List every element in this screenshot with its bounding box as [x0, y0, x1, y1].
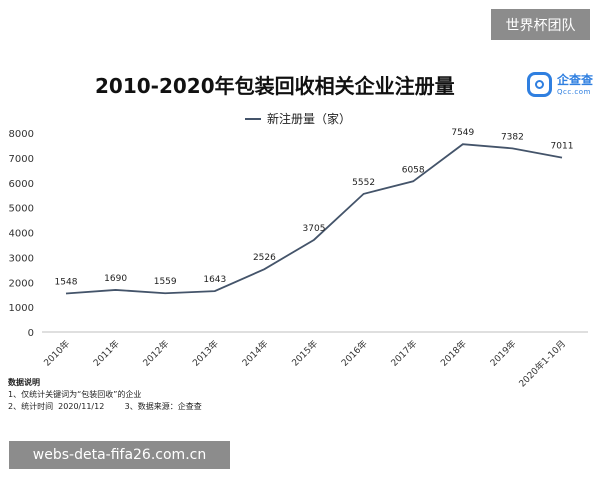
data-label: 3705 [303, 224, 326, 234]
y-axis-labels: 0 1000 2000 3000 4000 5000 6000 7000 8000 [9, 129, 34, 339]
x-tick-label: 2018年 [438, 338, 469, 369]
y-tick-label: 2000 [9, 278, 34, 289]
x-tick-label: 2010年 [41, 338, 72, 369]
notes-heading: 数据说明 [8, 377, 202, 389]
data-label: 7011 [551, 142, 574, 152]
data-label: 6058 [402, 165, 425, 175]
x-tick-label: 2017年 [388, 338, 419, 369]
data-label: 1548 [55, 277, 78, 287]
y-tick-label: 0 [28, 328, 34, 339]
series-line [66, 144, 562, 293]
y-tick-label: 8000 [9, 129, 34, 140]
y-tick-label: 1000 [9, 303, 34, 314]
data-label: 5552 [352, 178, 375, 188]
data-label: 7382 [501, 132, 524, 142]
data-labels: 1548 1690 1559 1643 2526 3705 5552 6058 7549 7382… [55, 128, 574, 287]
notes-line-1: 1、仅统计关键词为“包装回收”的企业 [8, 389, 202, 401]
x-tick-label: 2014年 [239, 338, 270, 369]
data-label: 1559 [154, 277, 177, 287]
data-label: 7549 [451, 128, 474, 138]
watermark-bottom: webs-deta-fifa26.com.cn [9, 441, 230, 469]
y-tick-label: 3000 [9, 253, 34, 264]
data-label: 1690 [104, 274, 127, 284]
y-tick-label: 4000 [9, 229, 34, 240]
x-tick-label: 2012年 [140, 338, 171, 369]
x-tick-label: 2011年 [91, 338, 122, 369]
notes-line-2: 2、统计时间 2020/11/12 3、数据来源：企查查 [8, 401, 202, 413]
data-label: 1643 [203, 275, 226, 285]
x-tick-label: 2016年 [339, 338, 370, 369]
data-label: 2526 [253, 253, 276, 263]
y-tick-label: 6000 [9, 179, 34, 190]
x-tick-label: 2020年1-10月 [516, 338, 568, 390]
x-tick-label: 2019年 [487, 338, 518, 369]
x-tick-label: 2015年 [289, 338, 320, 369]
x-tick-label: 2013年 [190, 338, 221, 369]
data-notes: 数据说明 1、仅统计关键词为“包装回收”的企业 2、统计时间 2020/11/1… [8, 377, 202, 413]
y-tick-label: 7000 [9, 154, 34, 165]
y-tick-label: 5000 [9, 204, 34, 215]
